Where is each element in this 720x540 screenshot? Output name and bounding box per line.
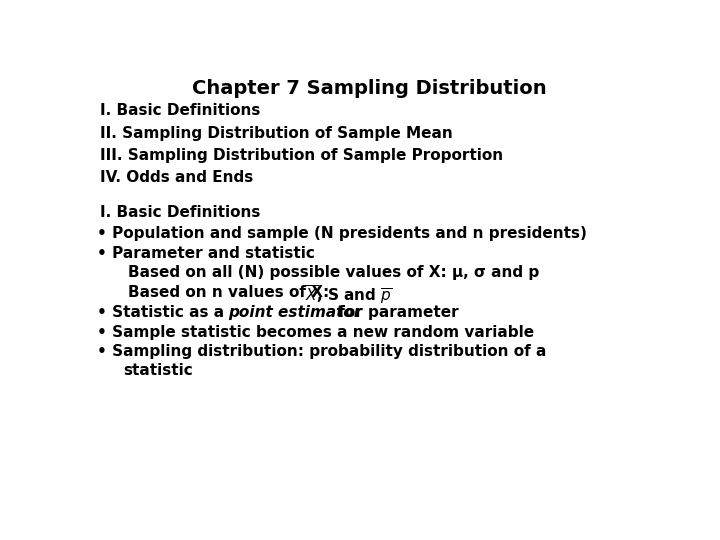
Text: Based on n values of X:: Based on n values of X: <box>128 285 340 300</box>
Text: point estimator: point estimator <box>228 305 361 320</box>
Text: Based on all (N) possible values of X: μ, σ and p: Based on all (N) possible values of X: μ… <box>128 265 539 280</box>
Text: • Statistic as a: • Statistic as a <box>96 305 229 320</box>
Text: $\overline{X}$, S and $\overline{p}$: $\overline{X}$, S and $\overline{p}$ <box>305 284 392 307</box>
Text: statistic: statistic <box>124 363 193 378</box>
Text: I. Basic Definitions: I. Basic Definitions <box>100 205 261 219</box>
Text: IV. Odds and Ends: IV. Odds and Ends <box>100 171 253 185</box>
Text: II. Sampling Distribution of Sample Mean: II. Sampling Distribution of Sample Mean <box>100 125 453 140</box>
Text: III. Sampling Distribution of Sample Proportion: III. Sampling Distribution of Sample Pro… <box>100 148 503 163</box>
Text: • Population and sample (N presidents and n presidents): • Population and sample (N presidents an… <box>96 226 587 241</box>
Text: • Parameter and statistic: • Parameter and statistic <box>96 246 315 261</box>
Text: • Sampling distribution: probability distribution of a: • Sampling distribution: probability dis… <box>96 345 546 360</box>
Text: I. Basic Definitions: I. Basic Definitions <box>100 103 261 118</box>
Text: for parameter: for parameter <box>333 305 459 320</box>
Text: • Sample statistic becomes a new random variable: • Sample statistic becomes a new random … <box>96 325 534 340</box>
Text: Chapter 7 Sampling Distribution: Chapter 7 Sampling Distribution <box>192 78 546 98</box>
